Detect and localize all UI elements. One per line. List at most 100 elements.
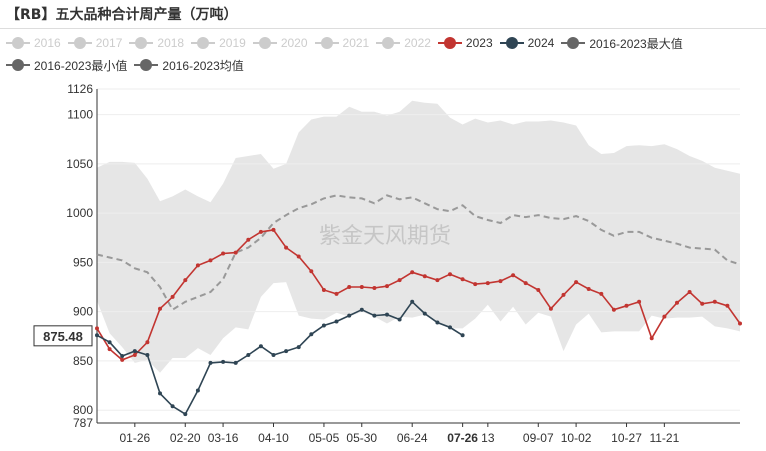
legend-symbol-icon	[252, 37, 277, 49]
data-point-2023	[372, 286, 377, 290]
data-point-2023	[145, 340, 150, 345]
legend-symbol-icon	[314, 37, 339, 49]
x-tick-label: 05-05	[309, 431, 340, 445]
legend-item-2022[interactable]: 2022	[376, 32, 431, 54]
data-point-2024	[321, 323, 326, 328]
data-point-2023	[675, 300, 679, 305]
legend-label: 2020	[280, 36, 308, 50]
data-point-2024	[107, 340, 112, 345]
legend-item-2024[interactable]: 2024	[499, 32, 555, 54]
y-tick-label: 800	[73, 403, 93, 417]
data-point-2023	[120, 357, 125, 362]
legend-item-2017[interactable]: 2017	[67, 32, 123, 54]
legend-item-2019[interactable]: 2019	[191, 32, 246, 54]
data-point-2023	[95, 326, 99, 331]
data-point-2024	[435, 320, 440, 325]
legend-label: 2024	[527, 36, 555, 50]
legend-item-2016-2023均值[interactable]: 2016-2023均值	[134, 54, 244, 76]
chart-title: 【RB】五大品种合计周产量（万吨）	[6, 7, 238, 23]
legend-symbol-icon	[134, 59, 159, 71]
data-point-2024	[309, 332, 314, 337]
legend-symbol-icon	[6, 59, 30, 71]
legend-item-2020[interactable]: 2020	[252, 32, 308, 54]
data-point-2024	[221, 359, 226, 364]
data-point-2023	[637, 299, 642, 304]
data-point-2023	[574, 280, 579, 285]
data-point-2023	[246, 237, 251, 242]
data-point-2024	[359, 307, 364, 312]
legend-item-2018[interactable]: 2018	[129, 32, 184, 54]
legend-label: 2016-2023最大值	[589, 36, 683, 51]
data-point-2024	[233, 360, 238, 365]
data-point-2024	[334, 319, 339, 324]
x-tick-label: 13	[481, 431, 495, 445]
data-point-2024	[347, 313, 352, 318]
data-point-2023	[662, 314, 667, 319]
y-tick-label: 850	[73, 354, 93, 368]
data-point-2024	[296, 345, 301, 350]
legend-label: 2021	[342, 36, 370, 50]
legend-item-2016-2023最大值[interactable]: 2016-2023最大值	[561, 32, 683, 54]
data-point-2023	[422, 274, 427, 279]
y-tick-label: 950	[73, 255, 93, 269]
legend-symbol-icon	[6, 37, 30, 49]
legend-label: 2023	[465, 36, 493, 50]
data-point-2024	[397, 317, 402, 322]
legend-symbol-icon	[376, 37, 401, 49]
data-point-2023	[473, 282, 478, 287]
data-point-2023	[385, 284, 389, 289]
x-tick-label: 03-16	[208, 431, 239, 445]
data-point-2023	[561, 292, 566, 297]
legend-label: 2022	[404, 36, 431, 50]
data-point-2024	[410, 299, 415, 304]
x-tick-label: 05-30	[346, 431, 377, 445]
data-point-2023	[460, 277, 465, 282]
data-point-2024	[183, 412, 188, 417]
x-tick-label: 04-10	[258, 431, 289, 445]
data-point-2023	[195, 263, 200, 268]
data-point-2024	[208, 360, 213, 365]
legend-item-2016-2023最小值[interactable]: 2016-2023最小值	[6, 54, 127, 76]
data-point-2023	[586, 287, 591, 291]
data-point-2024	[145, 353, 150, 357]
y-tick-label: 787	[73, 416, 93, 430]
y-tick-label: 900	[73, 305, 93, 319]
y-tick-label: 1000	[66, 206, 93, 220]
max-min-band	[97, 100, 740, 373]
data-point-2024	[460, 333, 465, 338]
data-point-2024	[258, 344, 263, 349]
data-point-2024	[284, 349, 289, 354]
series-line-2023	[96, 229, 741, 361]
data-point-2023	[599, 291, 604, 296]
y-tick-label: 1100	[67, 108, 93, 122]
data-point-2023	[511, 273, 516, 278]
data-point-2024	[271, 353, 276, 357]
legend-label: 2016	[34, 36, 61, 50]
y-tick-label: 1050	[66, 157, 93, 171]
legend-symbol-icon	[499, 37, 524, 49]
axis-pointer-label: 875.48	[43, 329, 83, 344]
legend-item-2023[interactable]: 2023	[437, 32, 493, 54]
data-point-2023	[485, 281, 490, 286]
data-point-2023	[258, 229, 263, 234]
data-point-2023	[170, 294, 175, 299]
legend-item-2016[interactable]: 2016	[6, 32, 61, 54]
watermark: 紫金天风期货	[319, 224, 451, 249]
legend-symbol-icon	[67, 37, 92, 49]
y-tick-label: 1126	[67, 82, 93, 96]
data-point-2023	[448, 272, 452, 277]
x-tick-label: 02-20	[170, 431, 201, 445]
legend-label: 2016-2023均值	[162, 58, 244, 73]
data-point-2024	[158, 391, 162, 396]
legend-label: 2017	[95, 36, 123, 50]
data-point-2023	[410, 270, 415, 275]
data-point-2023	[624, 303, 629, 308]
legend: 2016 2017 2018 2019 2020 2021 2022 2023 2024 2016…	[6, 32, 766, 76]
title-divider	[0, 28, 766, 29]
data-point-2023	[233, 250, 238, 255]
data-point-2023	[435, 278, 440, 283]
legend-label: 2018	[157, 36, 185, 50]
data-point-2023	[208, 258, 213, 263]
legend-item-2021[interactable]: 2021	[314, 32, 370, 54]
